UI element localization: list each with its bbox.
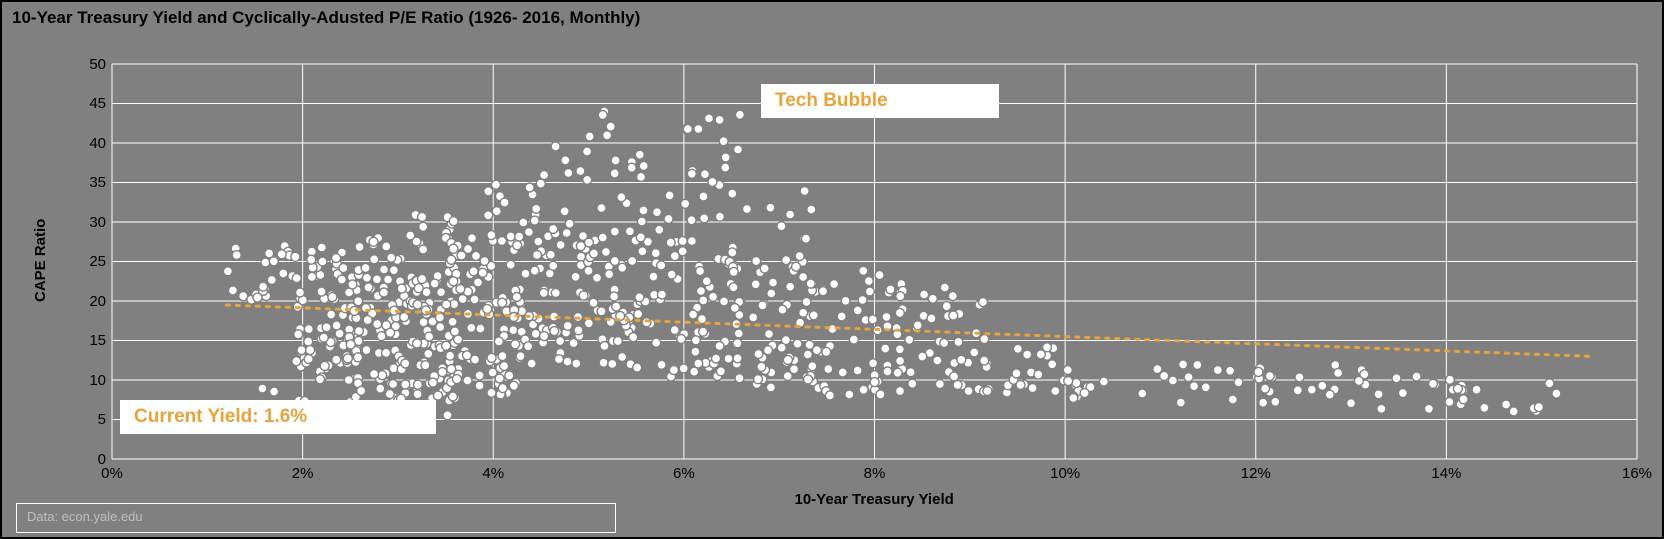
y-tick-label: 20 [72,293,106,310]
y-tick-label: 40 [72,135,106,152]
callout-current-yield: Current Yield: 1.6% [120,400,436,434]
data-source-box: Data: econ.yale.edu [16,503,616,533]
chart-frame: 10-Year Treasury Yield and Cyclically-Ad… [0,0,1664,539]
y-tick-label: 50 [72,56,106,73]
y-tick-label: 5 [72,411,106,428]
x-tick-label: 8% [864,465,886,482]
y-tick-label: 45 [72,95,106,112]
scatter-plot [2,2,1664,539]
x-tick-label: 10% [1050,465,1080,482]
y-tick-label: 35 [72,174,106,191]
scatter-points [223,107,1561,421]
y-tick-label: 10 [72,372,106,389]
x-tick-label: 0% [101,465,123,482]
x-tick-label: 4% [482,465,504,482]
y-tick-label: 25 [72,253,106,270]
y-tick-label: 30 [72,214,106,231]
y-tick-label: 15 [72,332,106,349]
x-tick-label: 14% [1431,465,1461,482]
callout-tech-bubble: Tech Bubble [761,84,999,118]
x-tick-label: 12% [1241,465,1271,482]
x-tick-label: 6% [673,465,695,482]
x-tick-label: 16% [1622,465,1652,482]
x-tick-label: 2% [292,465,314,482]
